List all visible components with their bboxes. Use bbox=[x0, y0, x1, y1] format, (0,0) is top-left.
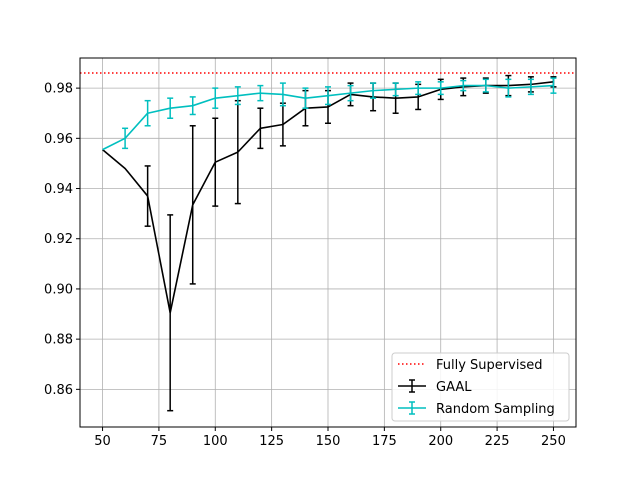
legend: Fully Supervised GAAL Random Sampling bbox=[391, 352, 570, 422]
series-random-sampling bbox=[102, 77, 557, 151]
legend-label-random-sampling: Random Sampling bbox=[436, 402, 555, 417]
y-tick-label: 0.98 bbox=[44, 82, 73, 97]
x-tick-label: 150 bbox=[316, 434, 341, 449]
series-layer bbox=[102, 74, 557, 412]
x-tick-label: 75 bbox=[151, 434, 168, 449]
x-tick-label: 100 bbox=[203, 434, 228, 449]
legend-label-gaal: GAAL bbox=[436, 380, 472, 395]
legend-box bbox=[391, 352, 570, 422]
legend-swatch-random-sampling bbox=[398, 401, 426, 415]
axis-ticks: 50 75 100 125 150 175 200 225 250 0.86 0.88 0.90 0.9… bbox=[44, 82, 566, 449]
x-tick-label: 250 bbox=[541, 434, 566, 449]
series-line-random-sampling bbox=[102, 84, 554, 151]
y-tick-label: 0.96 bbox=[44, 132, 73, 147]
x-tick-label: 225 bbox=[485, 434, 510, 449]
legend-label-fully-supervised: Fully Supervised bbox=[436, 358, 542, 373]
x-tick-label: 200 bbox=[428, 434, 453, 449]
y-tick-label: 0.94 bbox=[44, 182, 73, 197]
y-tick-label: 0.90 bbox=[44, 282, 73, 297]
y-tick-label: 0.92 bbox=[44, 232, 73, 247]
x-tick-label: 50 bbox=[94, 434, 111, 449]
y-tick-label: 0.88 bbox=[44, 333, 73, 348]
x-tick-label: 175 bbox=[372, 434, 397, 449]
x-tick-label: 125 bbox=[259, 434, 284, 449]
y-tick-label: 0.86 bbox=[44, 383, 73, 398]
legend-swatch-gaal bbox=[398, 379, 426, 393]
